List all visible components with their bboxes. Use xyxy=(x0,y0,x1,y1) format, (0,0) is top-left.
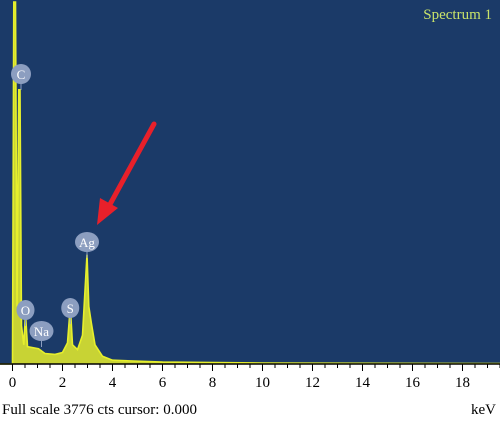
arrow-head xyxy=(97,198,118,225)
x-tick-label: 4 xyxy=(109,375,117,391)
annotation-arrow xyxy=(97,121,157,225)
plot-background xyxy=(0,0,500,364)
spectrum-trace-group xyxy=(0,1,500,365)
peak-label-text: C xyxy=(17,67,26,82)
peak-label-oval xyxy=(75,232,99,252)
x-tick-label: 16 xyxy=(405,375,421,391)
peak-label-o: O xyxy=(16,300,35,326)
peak-label-text: O xyxy=(21,303,30,318)
peak-label-s: S xyxy=(61,298,80,324)
arrow-shaft xyxy=(105,121,157,211)
x-tick-label: 8 xyxy=(209,375,217,391)
x-tick-label: 10 xyxy=(255,375,270,391)
peak-label-text: Ag xyxy=(79,235,95,250)
x-tick-label: 18 xyxy=(455,375,470,391)
peak-label-oval xyxy=(16,300,35,320)
chart-title: Spectrum 1 xyxy=(423,7,492,23)
footer-status: Full scale 3776 cts cursor: 0.000 xyxy=(2,402,197,418)
peak-labels-group: C O Na S Ag xyxy=(11,64,99,347)
peak-label-na: Na xyxy=(29,321,54,347)
x-tick-label: 0 xyxy=(9,375,17,391)
peak-label-oval xyxy=(11,64,31,84)
peak-label-oval xyxy=(29,321,54,341)
peak-label-ag: Ag xyxy=(75,232,99,258)
peak-label-oval xyxy=(61,298,80,318)
x-tick-label: 12 xyxy=(305,375,320,391)
x-tick-label: 2 xyxy=(59,375,67,391)
x-tick-label: 6 xyxy=(159,375,167,391)
peak-label-c: C xyxy=(11,64,31,90)
footer-unit: keV xyxy=(471,402,496,418)
x-axis: 0 2 4 6 8 10 12 14 16 18 xyxy=(0,363,500,391)
spectrum-line-0 xyxy=(0,1,500,365)
peak-label-text: Na xyxy=(34,324,49,339)
peak-label-text: S xyxy=(67,301,74,316)
x-tick-label: 14 xyxy=(355,375,371,391)
